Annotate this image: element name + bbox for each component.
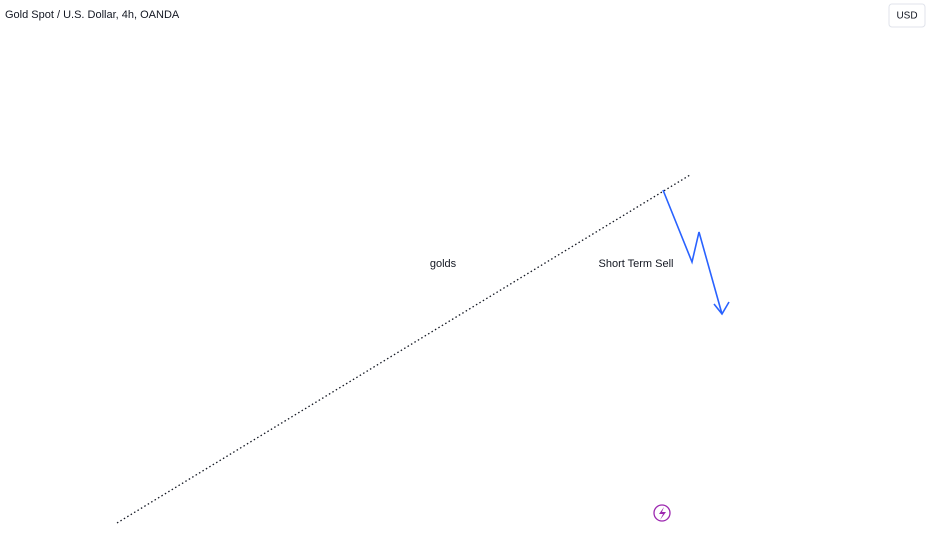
event-icon-bolt [659,507,666,520]
trend-line [116,174,691,524]
currency-label[interactable]: USD [896,11,917,22]
chart-title: Gold Spot / U.S. Dollar, 4h, OANDA [5,9,180,21]
annotation: golds [430,258,457,270]
projection-arrow [662,189,723,315]
arrow-head [713,301,730,316]
annotation: Short Term Sell [599,258,674,270]
currency-button[interactable] [888,3,926,28]
